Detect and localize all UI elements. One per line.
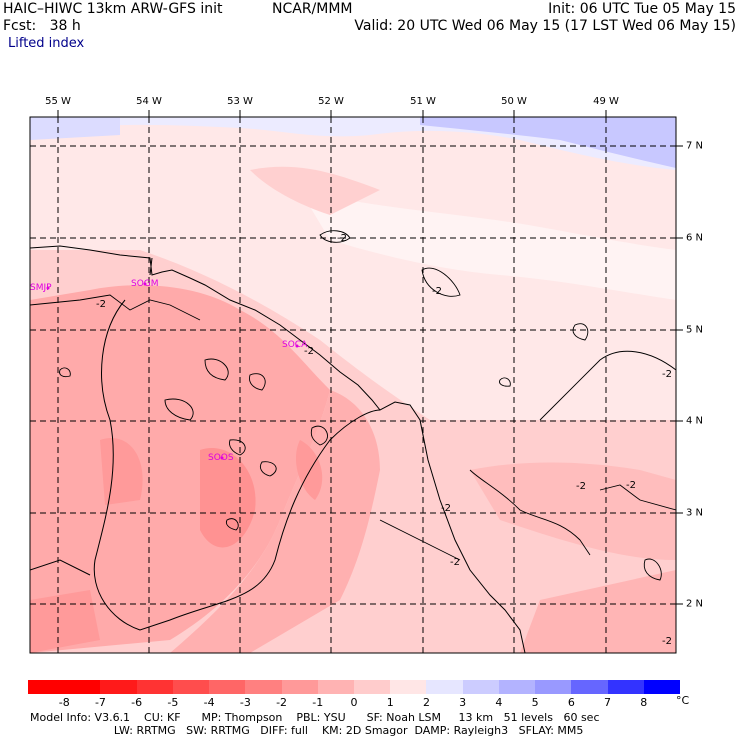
white-band [300, 190, 676, 300]
valid-time: Valid: 20 UTC Wed 06 May 15 (17 LST Wed … [354, 18, 736, 34]
colorbar-tick: -7 [94, 696, 106, 709]
lon-label: 49 W [593, 96, 619, 107]
colorbar-swatch [136, 680, 173, 694]
band-minus2-west [30, 285, 330, 653]
colorbar-swatch [172, 680, 210, 694]
lat-label: 3 N [686, 507, 704, 519]
colorbar-swatch [643, 680, 680, 694]
colorbar-swatch [535, 680, 572, 694]
band-minus1-north [250, 166, 380, 215]
core-a [200, 448, 256, 548]
init-time: Init: 06 UTC Tue 05 May 15 [548, 1, 736, 17]
lon-label: 50 W [501, 96, 527, 107]
contour-label: -2 [304, 346, 314, 357]
lat-label: 2 N [686, 598, 704, 610]
axis-ticks [57, 110, 683, 605]
station-label: SOGM [131, 279, 159, 289]
colorbar-tick: 2 [422, 696, 430, 709]
colorbar-tick: 1 [386, 696, 394, 709]
lat-label: 7 N [686, 140, 704, 152]
colorbar-tick: -1 [312, 696, 324, 709]
lon-label: 53 W [227, 96, 253, 107]
contour-label: -2 [96, 299, 106, 310]
colorbar-swatch [390, 680, 427, 694]
colorbar-tick: 0 [350, 696, 358, 709]
colorbar-swatch [462, 680, 499, 694]
stable-region-nw [30, 117, 120, 140]
contour-label: -2 [662, 636, 672, 647]
field-name: Lifted index [8, 36, 85, 51]
lat-label: 4 N [686, 415, 704, 427]
colorbar-swatch [353, 680, 391, 694]
lon-label: 55 W [45, 96, 71, 107]
coastline [30, 245, 526, 653]
colorbar-swatch [28, 680, 65, 694]
lon-label: 54 W [136, 96, 162, 107]
colorbar-tick: -5 [167, 696, 179, 709]
border-nw [149, 257, 153, 276]
contour-label: -2 [337, 233, 347, 244]
colorbar-swatch [64, 680, 101, 694]
colorbar-swatch [607, 680, 644, 694]
station-markers [46, 282, 299, 460]
model-title: HAIC–HIWC 13km ARW-GFS init [3, 1, 223, 17]
band-minus2-east [470, 462, 676, 560]
colorbar-unit: °C [676, 694, 690, 707]
band-minus2-se [520, 570, 676, 653]
contour-label: -2 [662, 369, 672, 380]
model-info-line2: LW: RRTMG SW: RRTMG DIFF: full KM: 2D Sm… [30, 724, 584, 737]
graticule [30, 117, 676, 653]
colorbar-tick: 3 [459, 696, 467, 709]
contours-minus2 [30, 230, 676, 581]
contour-label: -2 [441, 503, 451, 514]
model-info-line1: Model Info: V3.6.1 CU: KF MP: Thompson P… [30, 711, 600, 724]
lon-label: 51 W [410, 96, 436, 107]
stable-region-blue [420, 117, 676, 168]
forecast-hour: Fcst: 38 h [3, 18, 81, 34]
band-minus2-central [170, 390, 380, 653]
colorbar [28, 680, 680, 694]
lon-label: 52 W [318, 96, 344, 107]
contour-label: -2 [626, 480, 636, 491]
contour-label: -2 [576, 481, 586, 492]
lat-label: 5 N [686, 324, 704, 336]
center-label: NCAR/MMM [272, 1, 353, 17]
map-frame [29, 116, 677, 654]
colorbar-tick: 6 [567, 696, 575, 709]
colorbar-swatch [245, 680, 282, 694]
colorbar-swatch [100, 680, 137, 694]
colorbar-tick: -2 [276, 696, 288, 709]
colorbar-tick: -3 [239, 696, 251, 709]
colorbar-swatch [571, 680, 608, 694]
station-label: SOOS [208, 453, 234, 463]
colorbar-swatch [426, 680, 463, 694]
colorbar-tick: 7 [604, 696, 612, 709]
colorbar-tick: -8 [58, 696, 70, 709]
colorbar-tick: 4 [495, 696, 503, 709]
colorbar-tick: -6 [131, 696, 143, 709]
border-suriname [93, 299, 381, 631]
colorbar-tick: -4 [203, 696, 215, 709]
core-c [30, 590, 100, 653]
colorbar-swatch [281, 680, 318, 694]
colorbar-swatch [498, 680, 536, 694]
border-sw [30, 559, 91, 576]
station-label: SOCA [282, 340, 308, 350]
station-label: SMJP [30, 283, 52, 293]
lat-label: 6 N [686, 232, 704, 244]
colorbar-swatch [317, 680, 354, 694]
contour-label: -2 [450, 557, 460, 568]
colorbar-tick: 5 [531, 696, 539, 709]
colorbar-swatch [209, 680, 246, 694]
colorbar-tick: 8 [640, 696, 648, 709]
contour-label: -2 [432, 286, 442, 297]
